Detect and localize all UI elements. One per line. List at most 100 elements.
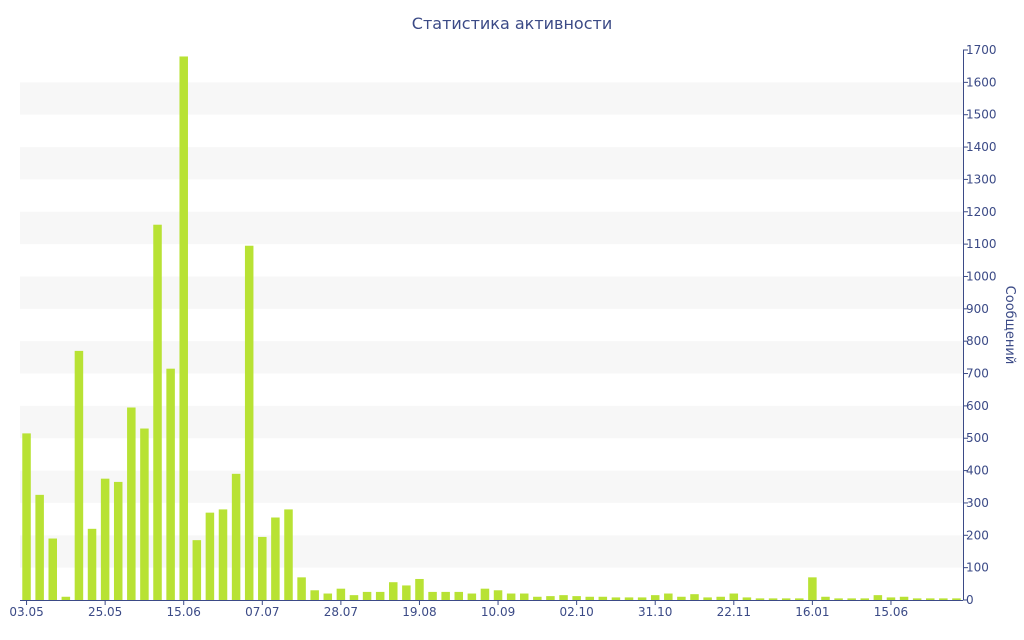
bar[interactable] [912, 598, 922, 600]
grid-band [20, 82, 963, 115]
bar[interactable] [323, 593, 333, 600]
x-tick-label: 22.11 [717, 605, 751, 619]
bar[interactable] [664, 593, 673, 600]
grid-band [20, 276, 963, 309]
bar[interactable] [624, 597, 634, 600]
bar[interactable] [61, 596, 71, 600]
bar[interactable] [271, 517, 280, 601]
y-tick-label: 1500 [966, 108, 997, 122]
y-tick-label: 300 [966, 496, 989, 510]
x-tick-label: 02.10 [559, 605, 593, 619]
x-tick-label: 07.07 [245, 605, 279, 619]
y-tick-label: 700 [966, 367, 989, 381]
grid-band [20, 211, 963, 245]
bar[interactable] [349, 595, 359, 600]
bar[interactable] [873, 595, 883, 600]
bar[interactable] [389, 582, 398, 600]
bar[interactable] [519, 593, 529, 600]
bar[interactable] [218, 509, 228, 600]
bar[interactable] [127, 407, 136, 601]
y-tick-label: 1600 [966, 75, 997, 89]
y-axis-label: Сообщений [1002, 286, 1017, 365]
bar[interactable] [821, 596, 830, 600]
bar[interactable] [834, 598, 843, 600]
bar[interactable] [585, 596, 594, 600]
y-tick-label: 1000 [966, 269, 997, 283]
bar[interactable] [677, 596, 686, 600]
y-tick-label: 500 [966, 431, 989, 445]
y-tick-label: 900 [966, 302, 989, 316]
bar[interactable] [205, 512, 215, 600]
grid-band [20, 405, 963, 439]
bar[interactable] [886, 597, 896, 600]
y-tick-label: 1700 [966, 43, 997, 57]
bar[interactable] [847, 598, 856, 600]
bar[interactable] [179, 56, 188, 601]
y-tick-label: 200 [966, 528, 989, 542]
bar[interactable] [533, 596, 542, 600]
bar[interactable] [637, 597, 647, 600]
bar[interactable] [140, 428, 149, 600]
bar[interactable] [716, 596, 725, 600]
x-tick-label: 16.01 [795, 605, 829, 619]
bar[interactable] [703, 597, 712, 600]
bar[interactable] [415, 578, 424, 600]
bar[interactable] [755, 598, 765, 600]
bar[interactable] [546, 596, 555, 600]
bar[interactable] [22, 433, 31, 600]
x-tick-label: 10.09 [481, 605, 515, 619]
bar[interactable] [74, 350, 84, 600]
bar[interactable] [559, 595, 568, 600]
bar[interactable] [795, 598, 804, 600]
bar[interactable] [35, 494, 44, 600]
bar[interactable] [598, 596, 608, 600]
bar[interactable] [650, 595, 660, 600]
bar[interactable] [480, 588, 490, 600]
y-tick-label: 0 [966, 593, 974, 607]
y-tick-label: 100 [966, 561, 989, 575]
bar[interactable] [375, 591, 385, 600]
bar[interactable] [87, 528, 97, 600]
bar[interactable] [310, 590, 319, 600]
bar[interactable] [113, 481, 123, 600]
bar[interactable] [297, 577, 306, 600]
bar[interactable] [244, 245, 254, 601]
bar[interactable] [899, 596, 909, 600]
bar[interactable] [284, 509, 293, 600]
bar[interactable] [572, 596, 581, 600]
bar[interactable] [467, 593, 477, 600]
y-tick-label: 1100 [966, 237, 997, 251]
bar[interactable] [428, 591, 437, 600]
bar[interactable] [153, 224, 162, 600]
bar[interactable] [939, 598, 948, 600]
y-tick-label: 1300 [966, 172, 997, 186]
bar[interactable] [441, 591, 450, 600]
bar[interactable] [100, 478, 110, 600]
bar[interactable] [729, 593, 739, 600]
bar[interactable] [768, 598, 778, 600]
grid-band [20, 147, 963, 180]
bar[interactable] [231, 473, 241, 600]
bar[interactable] [362, 591, 372, 600]
bar[interactable] [48, 538, 57, 600]
bar[interactable] [402, 585, 411, 600]
bar[interactable] [808, 577, 817, 600]
bar[interactable] [506, 593, 516, 600]
bar[interactable] [742, 597, 752, 600]
bar[interactable] [258, 536, 267, 600]
bar[interactable] [454, 591, 464, 600]
bar[interactable] [611, 597, 621, 600]
bar[interactable] [952, 598, 961, 600]
bar[interactable] [192, 540, 202, 600]
x-tick-label: 03.05 [9, 605, 43, 619]
y-tick-label: 1200 [966, 205, 997, 219]
bar[interactable] [781, 598, 791, 600]
bar[interactable] [336, 588, 346, 600]
bar[interactable] [860, 598, 870, 600]
bar[interactable] [690, 594, 699, 600]
x-tick-label: 28.07 [324, 605, 358, 619]
bar[interactable] [493, 590, 503, 600]
bar[interactable] [166, 368, 175, 600]
bar[interactable] [926, 598, 935, 600]
